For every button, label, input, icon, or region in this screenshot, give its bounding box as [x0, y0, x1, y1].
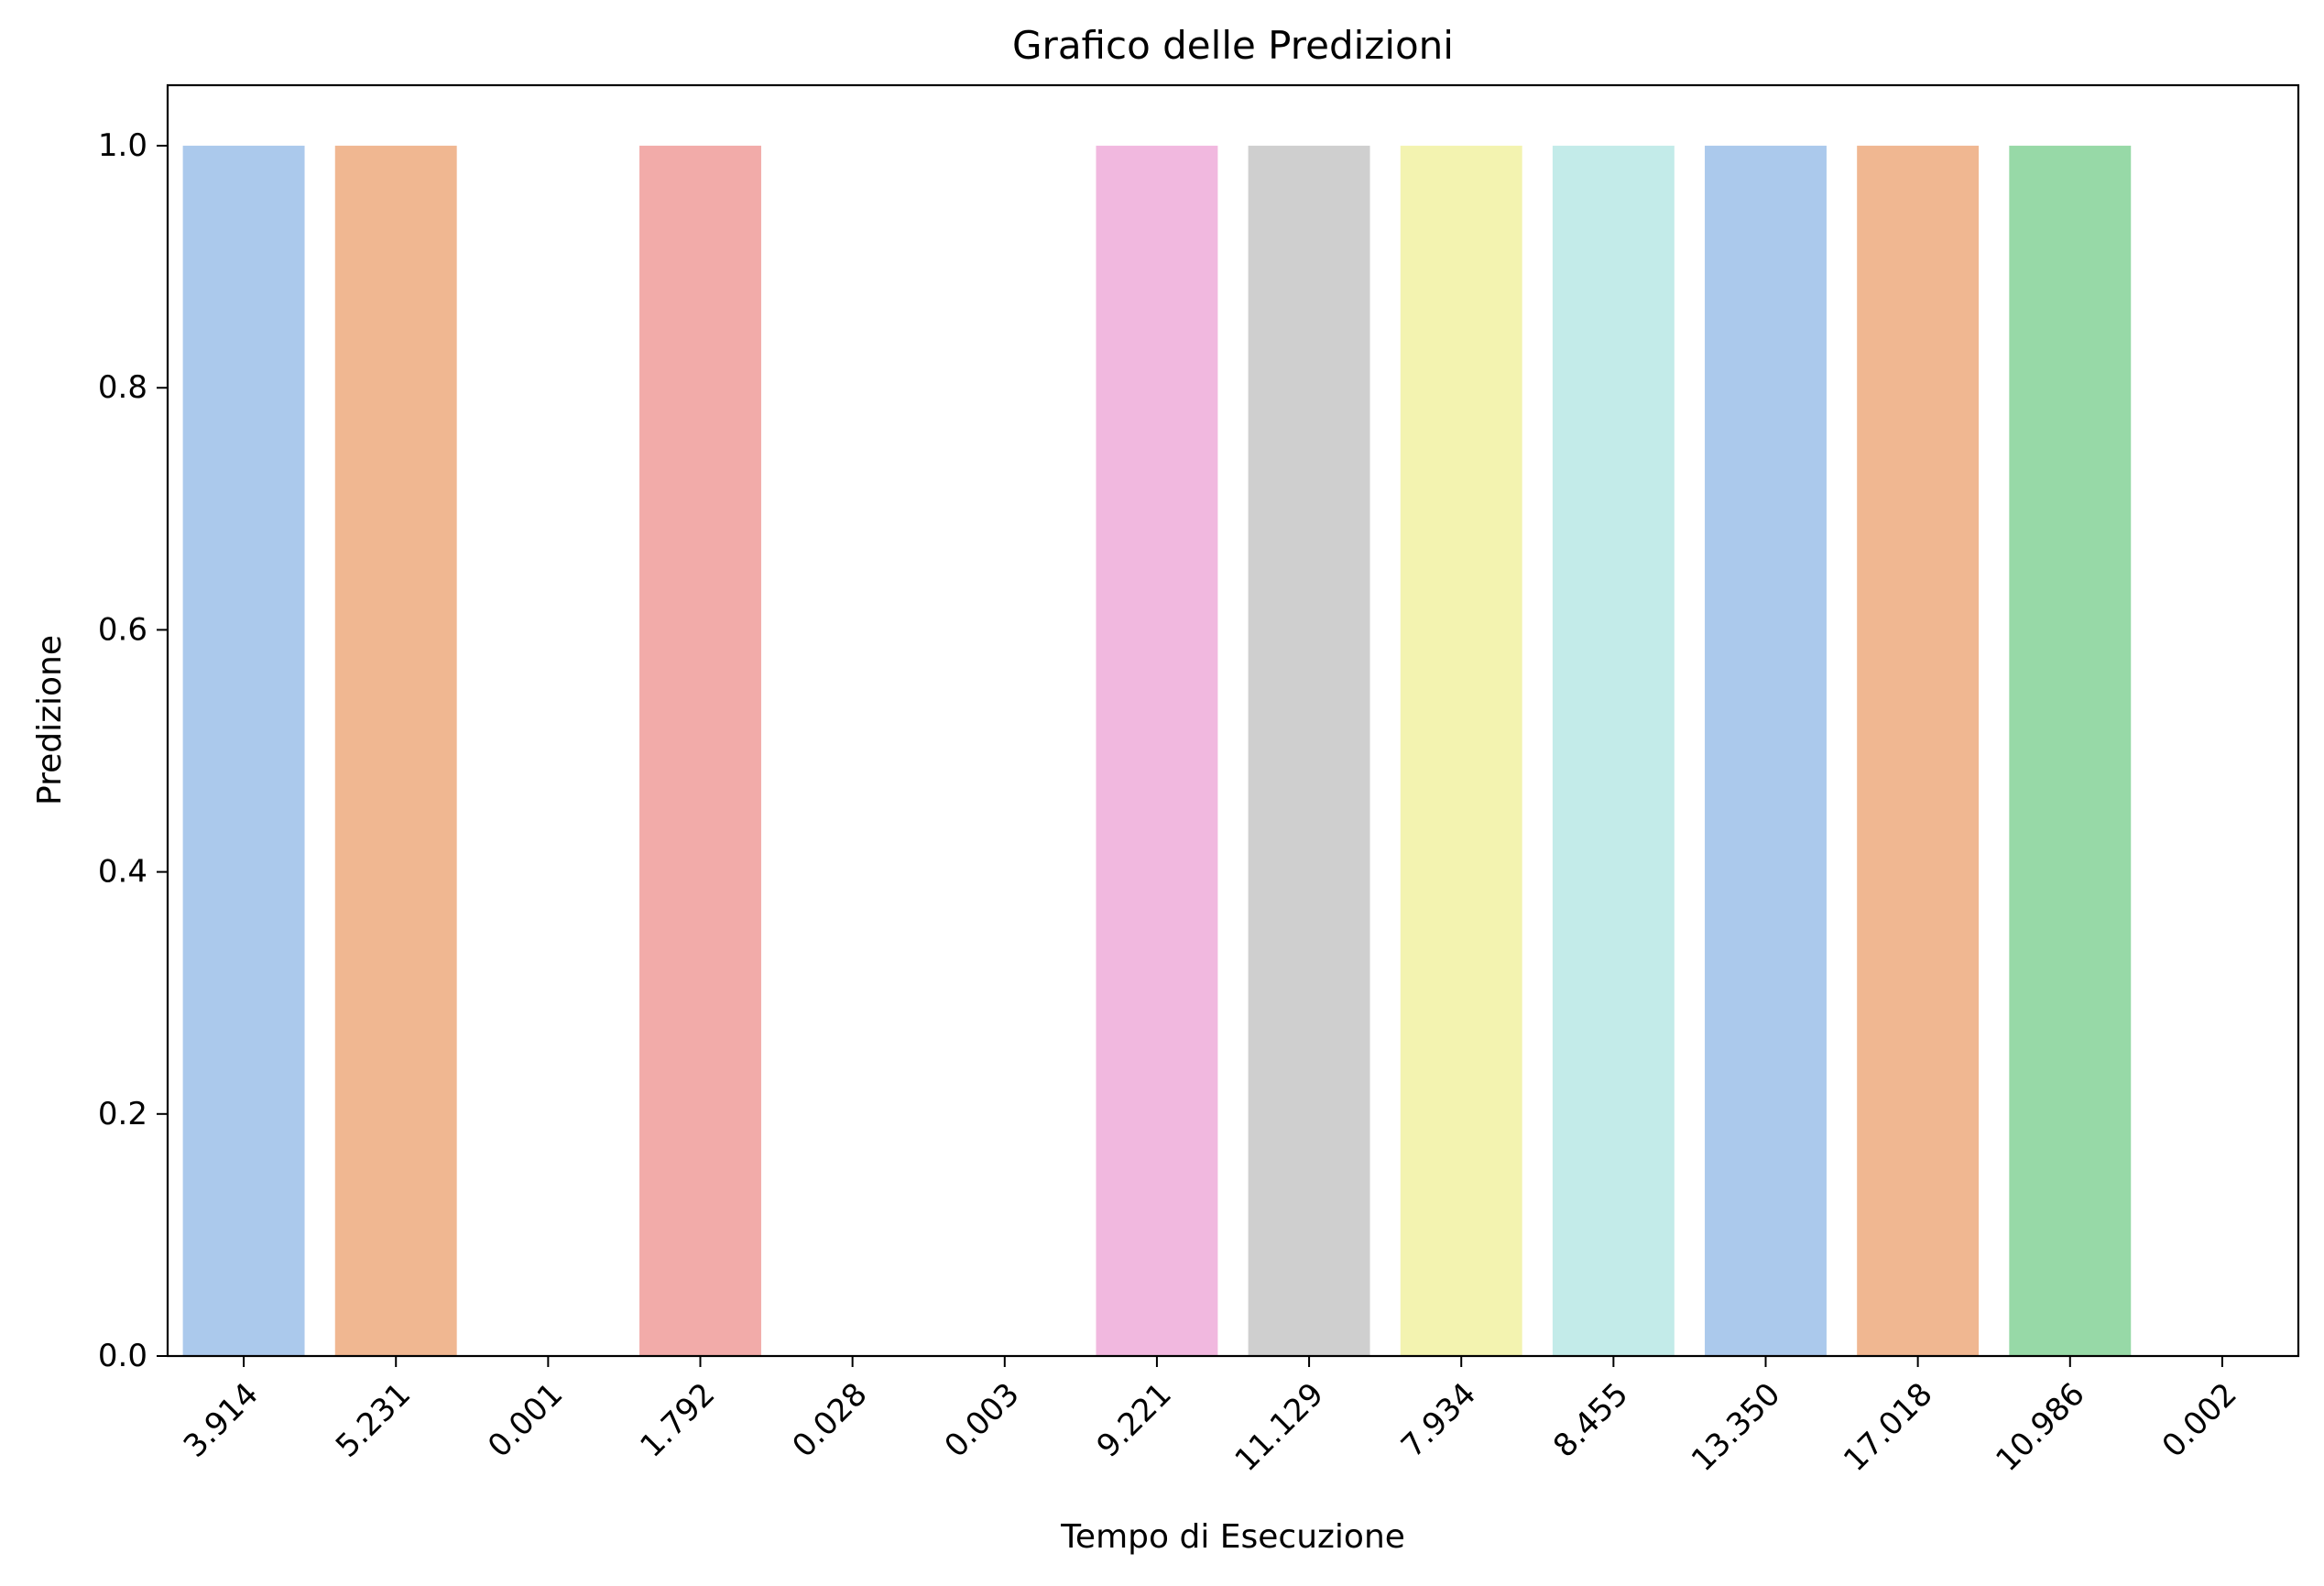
bar-6 — [1096, 146, 1218, 1357]
y-tick-label-4: 0.8 — [98, 369, 147, 406]
y-axis-ticks: 0.0 0.2 0.4 0.6 0.8 1.0 — [98, 127, 168, 1374]
y-tick-label-3: 0.6 — [98, 611, 147, 648]
bars-layer — [182, 146, 2132, 1357]
y-tick-label-5: 1.0 — [98, 127, 147, 164]
bar-11 — [1857, 146, 1980, 1357]
y-tick-label-0: 0.0 — [98, 1338, 147, 1374]
y-tick-label-2: 0.4 — [98, 854, 147, 891]
bar-1 — [334, 146, 457, 1357]
plot-area-background — [168, 85, 2298, 1356]
bar-8 — [1400, 146, 1522, 1357]
y-tick-label-1: 0.2 — [98, 1096, 147, 1132]
bar-10 — [1705, 146, 1827, 1357]
bar-9 — [1552, 146, 1675, 1357]
x-axis-label: Tempo di Esecuzione — [1060, 1518, 1405, 1556]
bar-12 — [2009, 146, 2132, 1357]
y-axis-label: Predizione — [31, 635, 69, 805]
bar-0 — [182, 146, 305, 1357]
bar-7 — [1248, 146, 1370, 1357]
chart-title: Grafico delle Predizioni — [1012, 23, 1454, 68]
bar-3 — [639, 146, 761, 1357]
plot-area-frame — [166, 83, 2300, 1358]
